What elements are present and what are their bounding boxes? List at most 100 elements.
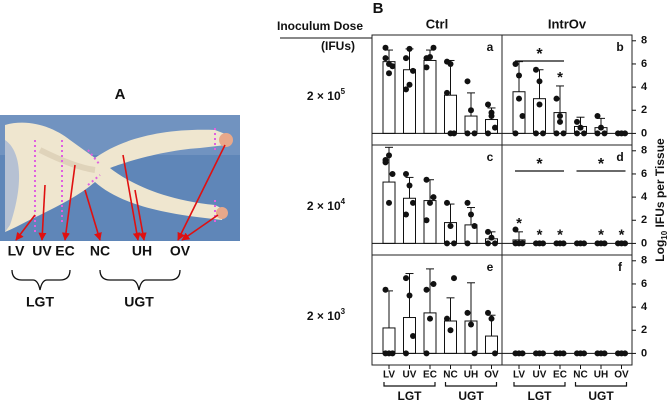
bar-star: * bbox=[537, 226, 543, 243]
y-tick-label: 4 bbox=[641, 191, 648, 203]
data-point bbox=[464, 309, 471, 316]
group-label: LGT bbox=[398, 389, 423, 403]
data-point bbox=[406, 292, 413, 299]
data-point bbox=[444, 199, 450, 206]
bar bbox=[382, 181, 396, 244]
x-tick-label: NC bbox=[573, 370, 587, 381]
group-bracket bbox=[574, 382, 628, 387]
x-tick-label: EC bbox=[553, 370, 567, 381]
dose-header: Inoculum Dose bbox=[277, 19, 363, 33]
group-bracket bbox=[513, 382, 566, 387]
y-label-main: Log bbox=[653, 240, 667, 262]
data-point bbox=[410, 333, 416, 340]
data-point bbox=[594, 113, 601, 120]
panel-letter: A bbox=[115, 86, 126, 103]
dose-base: 2 × 10 bbox=[307, 199, 341, 213]
panel-letter: d bbox=[616, 150, 623, 164]
data-point bbox=[492, 124, 498, 131]
bar-star: * bbox=[557, 226, 563, 243]
data-point bbox=[447, 223, 454, 230]
data-point bbox=[423, 286, 430, 293]
data-point bbox=[403, 170, 409, 177]
panel-letter: b bbox=[616, 40, 623, 54]
data-point bbox=[386, 152, 392, 159]
x-tick-label: OV bbox=[484, 370, 499, 381]
data-point bbox=[485, 309, 491, 316]
x-tick-label: EC bbox=[423, 370, 437, 381]
data-point bbox=[512, 60, 519, 67]
data-point bbox=[423, 64, 430, 71]
y-tick-label: 0 bbox=[641, 127, 647, 139]
x-tick-label: LV bbox=[513, 370, 525, 381]
y-axis-label: Log10 IFUs per Tissue bbox=[653, 138, 669, 262]
data-point bbox=[382, 159, 389, 166]
bar bbox=[423, 59, 437, 134]
tissue-label: UV bbox=[32, 243, 52, 259]
data-point bbox=[516, 95, 522, 102]
data-point bbox=[403, 55, 409, 62]
data-point bbox=[468, 321, 474, 328]
data-point bbox=[382, 44, 389, 51]
data-point bbox=[427, 199, 433, 206]
x-tick-label: UH bbox=[594, 370, 608, 381]
data-point bbox=[410, 199, 416, 206]
data-point bbox=[536, 78, 543, 85]
photo bbox=[0, 115, 240, 241]
dose-base: 2 × 10 bbox=[307, 89, 341, 103]
data-point bbox=[464, 78, 471, 85]
group-label: LGT bbox=[528, 389, 553, 403]
data-point bbox=[471, 223, 478, 230]
data-point bbox=[444, 89, 450, 96]
data-point bbox=[430, 194, 437, 201]
data-point bbox=[451, 275, 457, 282]
bar bbox=[444, 320, 457, 354]
panel-frame bbox=[501, 254, 633, 366]
group-label: UGT bbox=[458, 389, 484, 403]
sig-star: * bbox=[536, 156, 543, 173]
data-point bbox=[468, 211, 474, 218]
y-tick-label: 2 bbox=[641, 214, 647, 226]
panel-letter: B bbox=[373, 0, 384, 17]
bar-star: * bbox=[619, 226, 625, 243]
data-point bbox=[386, 70, 392, 77]
data-point bbox=[447, 60, 454, 67]
sig-star: * bbox=[598, 156, 605, 173]
y-tick-label: 6 bbox=[641, 58, 647, 70]
y-tick-label: 8 bbox=[641, 35, 647, 47]
data-point bbox=[488, 315, 495, 322]
data-point bbox=[447, 327, 454, 334]
dose-label: 2 × 104 bbox=[307, 197, 346, 213]
data-point bbox=[406, 81, 413, 88]
sig-star: * bbox=[536, 46, 543, 63]
data-point bbox=[423, 217, 430, 224]
bar bbox=[403, 69, 416, 134]
column-label: IntrOv bbox=[548, 16, 587, 31]
data-point bbox=[485, 101, 491, 108]
bar bbox=[382, 327, 396, 354]
y-tick-label: 6 bbox=[641, 168, 647, 180]
x-tick-label: UV bbox=[533, 370, 547, 381]
data-point bbox=[410, 67, 416, 74]
panel-letter: e bbox=[487, 260, 494, 274]
group-bracket bbox=[383, 382, 436, 387]
data-point bbox=[403, 211, 409, 218]
panel-letter: a bbox=[487, 40, 494, 54]
dose-exp: 5 bbox=[341, 87, 346, 96]
data-point bbox=[389, 170, 396, 177]
x-tick-label: UH bbox=[464, 370, 478, 381]
group-label: UGT bbox=[588, 389, 614, 403]
y-tick-label: 4 bbox=[641, 81, 648, 93]
data-point bbox=[464, 199, 471, 206]
data-point bbox=[427, 315, 433, 322]
data-point bbox=[389, 63, 396, 70]
dose-exp: 4 bbox=[341, 197, 346, 206]
data-point bbox=[468, 107, 474, 114]
group-bracket bbox=[444, 382, 498, 387]
column-label: Ctrl bbox=[426, 16, 448, 31]
data-point bbox=[403, 275, 409, 282]
data-point bbox=[444, 315, 450, 322]
group-label: LGT bbox=[26, 294, 54, 310]
panel-frame bbox=[501, 144, 633, 256]
data-point bbox=[536, 101, 543, 108]
